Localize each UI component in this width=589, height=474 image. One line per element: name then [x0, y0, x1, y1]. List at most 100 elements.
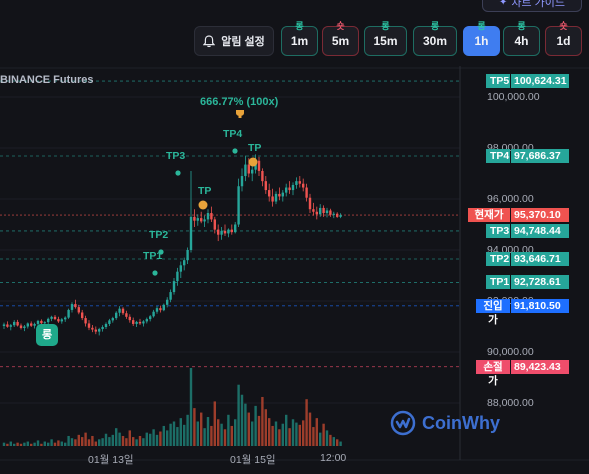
tp-marker-dot — [175, 170, 181, 176]
volume-bar — [104, 433, 108, 446]
candle-body — [2, 324, 6, 326]
candle-body — [50, 316, 53, 319]
alert-settings-button[interactable]: 알림 설정 — [194, 26, 274, 56]
volume-bar — [240, 394, 244, 446]
volume-bar — [13, 443, 16, 446]
volume-bar — [43, 441, 46, 446]
timeframe-1m-button[interactable]: 롱 1m — [281, 21, 318, 56]
candle-body — [203, 219, 206, 222]
volume-bar — [121, 435, 125, 446]
candle-body — [200, 218, 203, 222]
price-chart[interactable] — [0, 66, 589, 474]
candle-body — [189, 216, 193, 250]
level-name-tag: TP5 — [486, 74, 510, 89]
volume-bar — [169, 423, 172, 446]
timeframe-5m-button[interactable]: 숏 5m — [322, 21, 359, 56]
timeframe-label: 1h — [474, 34, 489, 48]
candle-body — [322, 207, 325, 214]
tp-marker-label: TP4 — [223, 128, 243, 140]
volume-bar — [81, 437, 84, 446]
volume-bar — [2, 442, 6, 446]
trophy-icon — [236, 110, 244, 118]
candle-body — [115, 312, 118, 319]
level-name-tag: TP4 — [486, 148, 510, 163]
coin-icon — [248, 157, 258, 167]
candle-body — [298, 181, 301, 184]
volume-bar — [9, 441, 12, 446]
timeframe-30m-button[interactable]: 롱 30m — [413, 21, 457, 56]
volume-bar — [234, 419, 237, 446]
candle-body — [240, 176, 244, 187]
volume-bar — [298, 424, 301, 446]
candle-body — [193, 216, 196, 221]
timeframe-label: 1d — [556, 34, 571, 48]
timeframe-4h-button[interactable]: 롱 4h — [503, 21, 540, 56]
candle-body — [43, 322, 46, 324]
time-axis-tick: 12:00 — [320, 452, 347, 464]
candle-body — [179, 265, 182, 272]
volume-bar — [183, 424, 186, 446]
volume-bar — [176, 427, 179, 446]
level-price-tag: 89,423.43 — [511, 359, 569, 374]
candle-body — [128, 316, 131, 321]
candle-body — [230, 229, 233, 233]
volume-bar — [305, 399, 308, 446]
candle-body — [104, 323, 108, 328]
candle-body — [172, 281, 176, 293]
timeframe-15m-button[interactable]: 롱 15m — [364, 21, 407, 56]
volume-bar — [36, 440, 40, 446]
timeframe-1h-button[interactable]: 롱 1h — [463, 21, 500, 56]
volume-bar — [230, 425, 233, 446]
volume-bar — [308, 412, 312, 446]
candle-body — [285, 187, 288, 193]
volume-bar — [128, 430, 131, 446]
candle-body — [81, 312, 84, 319]
candle-body — [162, 304, 165, 311]
candle-body — [336, 213, 339, 217]
volume-bar — [295, 422, 298, 446]
volume-bar — [132, 437, 135, 446]
volume-bar — [227, 414, 230, 446]
pnl-annotation: 666.77% (100x) — [200, 96, 279, 108]
volume-bar — [33, 442, 36, 446]
bell-icon — [203, 34, 216, 47]
chart-guide-button[interactable]: ✦ 차트 가이드 — [482, 0, 582, 12]
candle-body — [33, 323, 36, 326]
candle-body — [138, 321, 142, 324]
candle-body — [281, 192, 284, 197]
volume-bar — [325, 430, 329, 446]
timeframe-label: 4h — [514, 34, 529, 48]
candle-body — [84, 318, 87, 324]
volume-bar — [312, 427, 315, 446]
volume-bar — [87, 439, 91, 446]
sparkle-icon: ✦ — [498, 0, 508, 8]
volume-bar — [98, 439, 101, 446]
volume-bar — [91, 435, 94, 446]
volume-bar — [237, 384, 240, 446]
volume-bar — [278, 429, 281, 446]
volume-bar — [223, 429, 227, 446]
volume-bar — [142, 438, 145, 446]
candle-body — [91, 327, 94, 330]
volume-bar — [138, 435, 142, 446]
volume-bar — [23, 442, 26, 446]
volume-bar — [285, 414, 288, 446]
candle-body — [53, 316, 57, 320]
candle-body — [118, 308, 121, 313]
timeframe-1d-button[interactable]: 숏 1d — [545, 21, 582, 56]
tp-marker-dot — [152, 270, 158, 276]
volume-bar — [19, 443, 23, 446]
volume-bar — [70, 438, 74, 446]
candle-body — [36, 320, 40, 324]
candle-body — [47, 318, 50, 323]
volume-bar — [291, 419, 295, 446]
candle-body — [217, 229, 220, 235]
candle-body — [206, 213, 210, 220]
timeframe-label: 1m — [290, 34, 309, 48]
volume-bar — [118, 432, 121, 446]
candle-body — [305, 187, 308, 198]
timeframe-signal: 숏 — [336, 21, 345, 31]
candle-body — [70, 304, 74, 310]
volume-bar — [74, 439, 77, 446]
volume-bar — [26, 441, 29, 446]
